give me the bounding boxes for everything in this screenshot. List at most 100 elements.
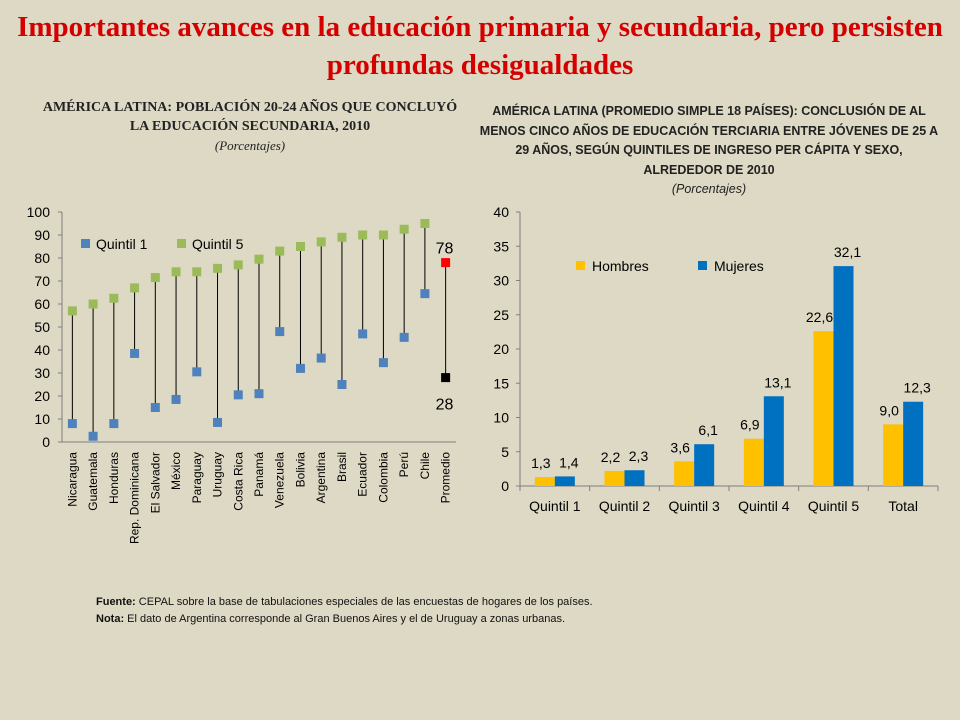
x-tick-label: México xyxy=(169,452,183,490)
y-tick-label: 70 xyxy=(34,273,50,289)
quintil5-marker xyxy=(233,260,243,270)
x-tick-label: Panamá xyxy=(252,452,266,497)
mujeres-value-label: 6,1 xyxy=(698,422,718,438)
legend-quintil5-swatch xyxy=(177,239,186,248)
quintil5-marker xyxy=(213,263,223,273)
source-label: Fuente: xyxy=(96,596,136,608)
quintil1-marker xyxy=(358,329,368,339)
hombres-bar xyxy=(674,461,695,486)
quintil5-marker xyxy=(441,258,451,268)
mujeres-bar xyxy=(763,396,784,486)
hombres-value-label: 9,0 xyxy=(879,402,899,418)
hombres-value-label: 2,2 xyxy=(601,449,621,465)
y-tick-label: 25 xyxy=(493,307,509,323)
quintil5-marker xyxy=(316,237,326,247)
source-text: CEPAL sobre la base de tabulaciones espe… xyxy=(138,596,593,608)
legend-hombres-label: Hombres xyxy=(592,258,649,274)
mujeres-bar xyxy=(624,470,645,486)
y-tick-label: 15 xyxy=(493,375,509,391)
legend-quintil5-label: Quintil 5 xyxy=(192,236,244,252)
x-tick-label: Ecuador xyxy=(356,452,370,497)
mujeres-value-label: 32,1 xyxy=(834,244,861,260)
quintil1-marker xyxy=(399,332,409,342)
left-chart-subtitle: (Porcentajes) xyxy=(214,138,286,153)
right-chart-title: AMÉRICA LATINA (PROMEDIO SIMPLE 18 PAÍSE… xyxy=(478,102,940,200)
quintil1-marker xyxy=(213,417,223,427)
y-tick-label: 50 xyxy=(34,319,50,335)
left-chart-title-text: AMÉRICA LATINA: POBLACIÓN 20-24 AÑOS QUE… xyxy=(42,100,458,134)
quintil1-marker xyxy=(275,327,285,337)
x-tick-label: Nicaragua xyxy=(65,452,79,507)
x-tick-label: Quintil 5 xyxy=(808,498,860,514)
x-tick-label: Rep. Dominicana xyxy=(128,452,142,544)
quintil1-marker xyxy=(88,431,98,441)
promedio-q1-annotation: 28 xyxy=(436,397,454,414)
mujeres-bar xyxy=(903,401,924,486)
x-tick-label: Total xyxy=(888,498,918,514)
quintil1-marker xyxy=(316,353,326,363)
footnote: Nota: El dato de Argentina corresponde a… xyxy=(96,611,916,628)
y-tick-label: 90 xyxy=(34,227,50,243)
hombres-bar xyxy=(534,477,555,486)
quintil1-marker xyxy=(378,358,388,368)
y-tick-label: 10 xyxy=(493,410,509,426)
x-tick-label: Perú xyxy=(397,452,411,477)
legend-hombres-swatch xyxy=(576,261,585,270)
x-tick-label: Quintil 3 xyxy=(668,498,720,514)
legend-mujeres-label: Mujeres xyxy=(714,258,764,274)
hombres-bar xyxy=(743,438,764,486)
hombres-value-label: 22,6 xyxy=(806,309,833,325)
x-tick-label: Venezuela xyxy=(273,452,287,508)
y-tick-label: 0 xyxy=(42,434,50,450)
quintil5-marker xyxy=(109,293,119,303)
legend-mujeres-swatch xyxy=(698,261,707,270)
y-tick-label: 20 xyxy=(493,341,509,357)
quintil1-marker xyxy=(130,348,140,358)
y-tick-label: 30 xyxy=(34,365,50,381)
x-tick-label: Quintil 4 xyxy=(738,498,790,514)
quintil1-marker xyxy=(150,403,160,412)
note-text: El dato de Argentina corresponde al Gran… xyxy=(127,613,566,625)
y-tick-label: 35 xyxy=(493,238,509,254)
quintil1-marker xyxy=(420,289,430,299)
x-tick-label: Argentina xyxy=(314,452,328,504)
mujeres-value-label: 2,3 xyxy=(629,448,649,464)
y-tick-label: 20 xyxy=(34,388,50,404)
mujeres-bar xyxy=(554,476,575,486)
hombres-value-label: 1,3 xyxy=(531,455,551,471)
secondary-education-dot-chart: 0 10 20 30 40 50 60 70 80 90 100 Nicaragua Guatemala… xyxy=(27,204,456,544)
x-tick-label: Promedio xyxy=(439,452,453,504)
quintil1-marker xyxy=(192,367,202,377)
hombres-bar xyxy=(883,424,904,486)
quintil5-marker xyxy=(171,267,181,277)
promedio-q5-annotation: 78 xyxy=(436,241,454,258)
y-tick-label: 40 xyxy=(493,204,509,220)
quintil5-marker xyxy=(337,232,347,242)
y-tick-label: 0 xyxy=(501,478,509,494)
quintil5-marker xyxy=(150,273,160,283)
quintil5-marker xyxy=(192,267,202,277)
source-note: Fuente: CEPAL sobre la base de tabulacio… xyxy=(96,594,916,611)
quintil5-marker xyxy=(399,224,409,234)
note-label: Nota: xyxy=(96,613,125,625)
x-tick-label: Guatemala xyxy=(86,452,100,511)
quintil5-marker xyxy=(88,299,98,309)
quintil5-marker xyxy=(378,230,388,240)
quintil1-marker xyxy=(171,394,181,404)
hombres-bar xyxy=(813,331,834,486)
quintil1-marker xyxy=(295,363,305,373)
mujeres-value-label: 12,3 xyxy=(904,380,931,396)
x-tick-label: Uruguay xyxy=(211,452,225,497)
y-tick-label: 40 xyxy=(34,342,50,358)
right-chart-subtitle: (Porcentajes) xyxy=(671,182,747,196)
mujeres-value-label: 13,1 xyxy=(764,374,791,390)
hombres-bar xyxy=(604,470,625,486)
y-tick-label: 80 xyxy=(34,250,50,266)
quintil1-marker xyxy=(337,380,347,389)
y-tick-label: 30 xyxy=(493,273,509,289)
quintil5-marker xyxy=(358,230,368,240)
x-tick-label: Brasil xyxy=(335,452,349,482)
quintil5-marker xyxy=(254,254,264,264)
left-chart-title: AMÉRICA LATINA: POBLACIÓN 20-24 AÑOS QUE… xyxy=(40,98,460,155)
right-chart-title-text: AMÉRICA LATINA (PROMEDIO SIMPLE 18 PAÍSE… xyxy=(479,104,939,177)
